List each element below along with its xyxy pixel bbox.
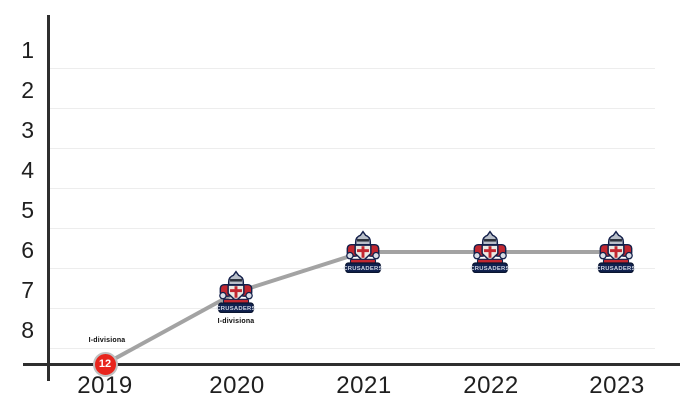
y-tick-3: 3 — [21, 117, 34, 143]
y-tick-8: 8 — [21, 317, 34, 343]
x-tick-2023: 2023 — [589, 372, 645, 399]
gridline — [49, 348, 655, 349]
data-point-2019-badge: 12 — [92, 351, 118, 377]
y-tick-2: 2 — [21, 77, 34, 103]
svg-text:CRUSADERS: CRUSADERS — [596, 266, 635, 272]
data-point-2020-crusaders-logo: CRUSADERS — [213, 269, 259, 315]
data-point-2021-crusaders-logo: CRUSADERS — [340, 229, 386, 275]
y-tick-5: 5 — [21, 197, 34, 223]
svg-text:CRUSADERS: CRUSADERS — [216, 306, 255, 312]
gridline — [49, 308, 655, 309]
x-tick-2022: 2022 — [463, 372, 519, 399]
svg-text:CRUSADERS: CRUSADERS — [343, 266, 382, 272]
x-tick-2019: 2019 — [77, 372, 133, 399]
gridline — [49, 188, 655, 189]
gridline — [49, 228, 655, 229]
crusaders-logo-icon: CRUSADERS — [596, 230, 635, 274]
gridline — [49, 108, 655, 109]
data-point-2023-crusaders-logo: CRUSADERS — [593, 229, 639, 275]
y-axis-line — [47, 15, 50, 381]
y-tick-4: 4 — [21, 157, 34, 183]
x-axis-line — [23, 363, 680, 366]
y-tick-6: 6 — [21, 237, 34, 263]
y-tick-1: 1 — [21, 37, 34, 63]
svg-text:CRUSADERS: CRUSADERS — [470, 266, 509, 272]
annotation-2019-division: I-divisiona — [88, 337, 126, 344]
data-point-2022-crusaders-logo: CRUSADERS — [467, 229, 513, 275]
annotation-2020-division: I-divisiona — [217, 318, 255, 325]
gridline — [49, 148, 655, 149]
x-tick-2020: 2020 — [209, 372, 265, 399]
gridline — [49, 68, 655, 69]
crusaders-logo-icon: CRUSADERS — [343, 230, 382, 274]
crusaders-logo-icon: CRUSADERS — [470, 230, 509, 274]
crusaders-logo-icon: CRUSADERS — [216, 271, 255, 314]
y-tick-7: 7 — [21, 277, 34, 303]
x-tick-2021: 2021 — [336, 372, 392, 399]
